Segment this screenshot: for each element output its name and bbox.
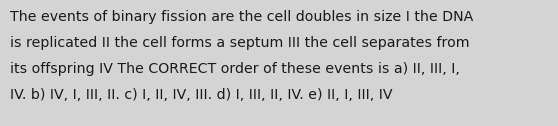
Text: The events of binary fission are the cell doubles in size I the DNA: The events of binary fission are the cel… [10,10,473,24]
Text: IV. b) IV, I, III, II. c) I, II, IV, III. d) I, III, II, IV. e) II, I, III, IV: IV. b) IV, I, III, II. c) I, II, IV, III… [10,88,392,102]
Text: is replicated II the cell forms a septum III the cell separates from: is replicated II the cell forms a septum… [10,36,469,50]
Text: its offspring IV The CORRECT order of these events is a) II, III, I,: its offspring IV The CORRECT order of th… [10,62,460,76]
